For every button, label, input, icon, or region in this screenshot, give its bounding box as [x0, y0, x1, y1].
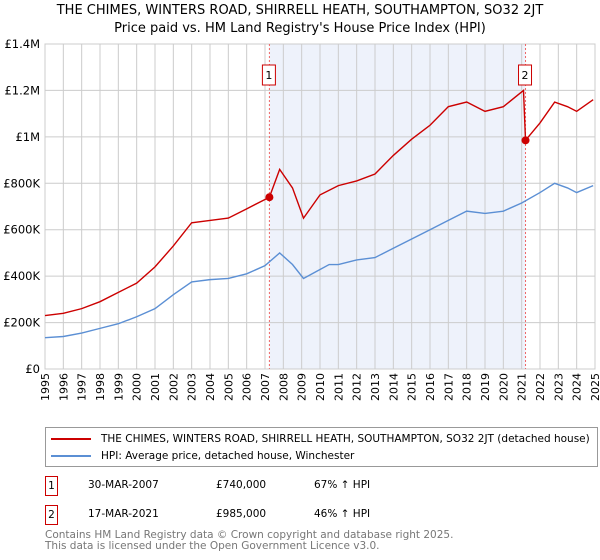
sale-label: 2 — [522, 69, 529, 82]
y-tick-label: £1.4M — [4, 37, 40, 51]
chart-subtitle: Price paid vs. HM Land Registry's House … — [114, 21, 486, 36]
x-tick-label: 2014 — [387, 373, 400, 401]
y-tick-label: £1M — [15, 130, 40, 144]
x-tick-label: 1996 — [57, 373, 70, 401]
x-tick-label: 1995 — [39, 373, 52, 401]
x-tick-label: 2005 — [222, 373, 235, 401]
y-tick-label: £600K — [3, 223, 40, 237]
x-tick-label: 2000 — [131, 373, 144, 401]
legend-swatch — [51, 438, 91, 440]
y-tick-label: £800K — [3, 176, 40, 190]
sale-row-1: 1 30-MAR-2007 £740,000 67% ↑ HPI — [45, 476, 545, 498]
x-tick-label: 1999 — [112, 373, 125, 401]
legend-label: THE CHIMES, WINTERS ROAD, SHIRRELL HEATH… — [101, 433, 590, 445]
sale-marker: 1 — [45, 476, 58, 496]
y-tick-label: £400K — [3, 269, 40, 283]
sale-hpi: 67% ↑ HPI — [314, 479, 371, 491]
footer-line: This data is licensed under the Open Gov… — [45, 540, 380, 552]
x-tick-label: 1998 — [94, 373, 107, 401]
sale-hpi: 46% ↑ HPI — [314, 508, 371, 520]
x-tick-label: 2006 — [241, 373, 254, 401]
x-tick-label: 2024 — [571, 373, 584, 401]
x-tick-label: 2001 — [149, 373, 162, 401]
sale-date: 30-MAR-2007 — [88, 479, 159, 491]
plot-frame — [44, 43, 596, 370]
x-tick-label: 2003 — [186, 373, 199, 401]
sale-row-2: 2 17-MAR-2021 £985,000 46% ↑ HPI — [45, 505, 545, 527]
legend-item-property: THE CHIMES, WINTERS ROAD, SHIRRELL HEATH… — [51, 433, 590, 445]
sale-label-box — [518, 64, 533, 86]
sale-label-box — [261, 64, 276, 86]
y-tick-label: £1.2M — [4, 83, 40, 97]
series-line — [44, 182, 594, 339]
y-tick-label: £200K — [3, 316, 40, 330]
chart: 1995 1996 1997 1998 1999 2000 2001 2002 2003 2004… — [3, 37, 600, 401]
x-tick-label: 2021 — [516, 373, 529, 401]
x-tick-label: 2025 — [589, 373, 600, 401]
footer: Contains HM Land Registry data © Crown c… — [45, 530, 453, 552]
sale-label: 1 — [265, 69, 272, 82]
x-tick-label: 2013 — [369, 373, 382, 401]
x-tick-label: 2008 — [277, 373, 290, 401]
x-tick-label: 2016 — [424, 373, 437, 401]
x-tick-label: 2010 — [314, 373, 327, 401]
x-tick-label: 1997 — [76, 373, 89, 401]
sale-point — [265, 193, 274, 202]
x-tick-label: 2012 — [351, 373, 364, 401]
legend: THE CHIMES, WINTERS ROAD, SHIRRELL HEATH… — [45, 427, 598, 467]
x-tick-label: 2022 — [534, 373, 547, 401]
x-tick-label: 2019 — [479, 373, 492, 401]
sale-price: £985,000 — [216, 508, 267, 520]
x-tick-label: 2017 — [442, 373, 455, 401]
x-tick-label: 2018 — [461, 373, 474, 401]
sale-marker: 2 — [45, 505, 58, 525]
sale-price: £740,000 — [216, 479, 267, 491]
x-tick-label: 2007 — [259, 373, 272, 401]
y-tick-label: £0 — [25, 362, 40, 376]
legend-swatch — [51, 455, 91, 457]
footer-line: Contains HM Land Registry data © Crown c… — [45, 529, 454, 541]
x-tick-label: 2004 — [204, 373, 217, 401]
x-tick-label: 2020 — [497, 373, 510, 401]
x-tick-label: 2009 — [296, 373, 309, 401]
series-line — [44, 89, 594, 317]
x-tick-label: 2011 — [332, 373, 345, 401]
sale-point — [521, 136, 530, 145]
shaded-range — [269, 44, 526, 369]
legend-label: HPI: Average price, detached house, Winc… — [101, 450, 355, 462]
x-tick-label: 2015 — [406, 373, 419, 401]
x-tick-label: 2002 — [167, 373, 180, 401]
sale-date: 17-MAR-2021 — [88, 508, 159, 520]
chart-title: THE CHIMES, WINTERS ROAD, SHIRRELL HEATH… — [56, 3, 544, 18]
legend-item-hpi: HPI: Average price, detached house, Winc… — [51, 450, 354, 462]
x-tick-label: 2023 — [552, 373, 565, 401]
